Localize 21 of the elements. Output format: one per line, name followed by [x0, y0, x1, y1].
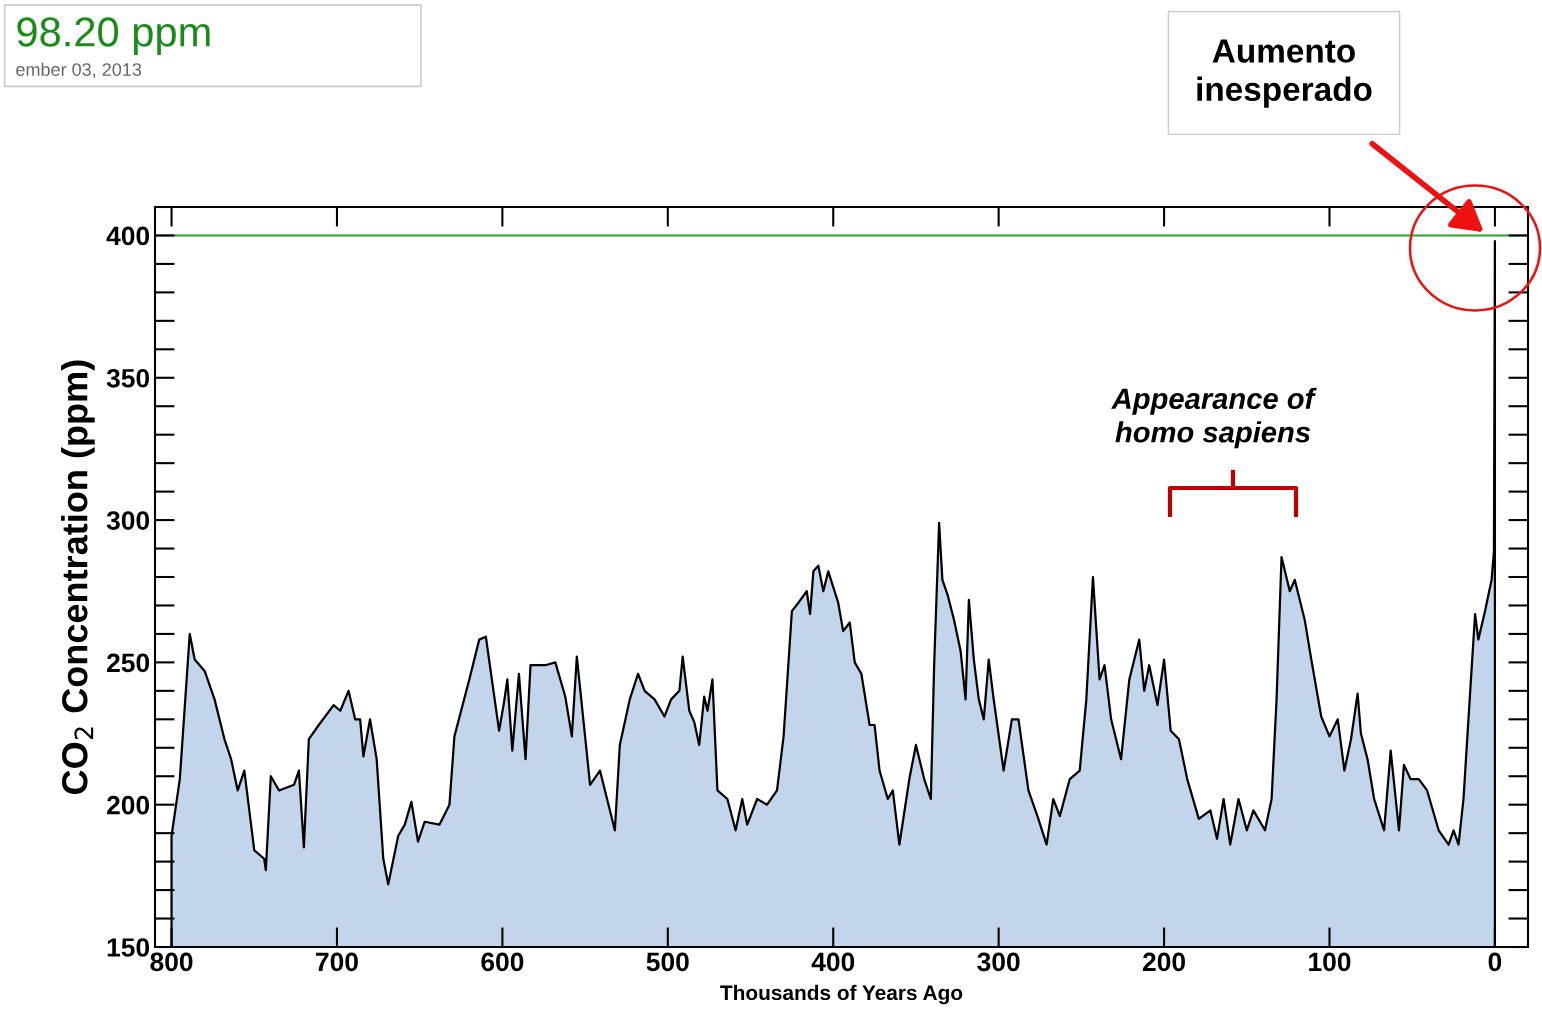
x-tick-label: 800: [150, 952, 193, 972]
y-tick-label: 150: [107, 938, 150, 957]
x-tick-label: 700: [316, 952, 358, 972]
x-tick-label: 600: [481, 952, 524, 972]
text: 98.20 ppm: [17, 17, 210, 55]
x-tick-label: 500: [646, 952, 689, 972]
y-tick-label: 200: [107, 795, 150, 815]
y-axis-title: CO$_{2}$ Concentration (ppm): [61, 360, 95, 794]
x-tick-label: 300: [977, 952, 1020, 972]
y-tick-label: 250: [107, 653, 150, 673]
annotation: Appearance of homo sapiens: [1111, 387, 1317, 449]
x-tick-label: 200: [1142, 952, 1186, 972]
y-tick-label: 400: [106, 226, 150, 246]
x-tick-label: 0: [1488, 952, 1502, 972]
y-tick-label: 300: [106, 511, 150, 530]
x-axis-title: Thousands of Years Ago: [720, 984, 963, 1005]
y-tick-label: 350: [106, 368, 150, 388]
x-tick-label: 400: [811, 952, 855, 972]
text: Aumento inesperado: [1197, 39, 1372, 108]
text: ember 03, 2013: [16, 62, 142, 79]
x-tick-label: 100: [1309, 952, 1351, 972]
